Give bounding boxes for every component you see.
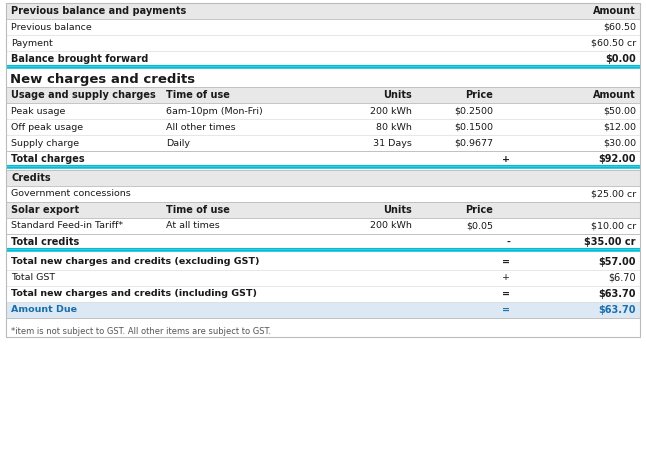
Text: -: - xyxy=(506,237,510,247)
Bar xyxy=(6,286,640,302)
Bar xyxy=(6,170,640,186)
Text: $12.00: $12.00 xyxy=(603,123,636,132)
Bar xyxy=(6,3,640,337)
Text: Balance brought forward: Balance brought forward xyxy=(11,54,149,64)
Text: $0.2500: $0.2500 xyxy=(454,107,493,116)
Text: 31 Days: 31 Days xyxy=(373,139,412,147)
Text: Solar export: Solar export xyxy=(11,205,79,215)
Text: Price: Price xyxy=(465,205,493,215)
Text: Credits: Credits xyxy=(11,173,50,183)
Bar xyxy=(6,151,640,167)
Text: Amount: Amount xyxy=(593,6,636,16)
Text: $57.00: $57.00 xyxy=(598,257,636,267)
Text: $60.50: $60.50 xyxy=(603,22,636,31)
Text: =: = xyxy=(502,290,510,299)
Text: Total new charges and credits (including GST): Total new charges and credits (including… xyxy=(11,290,257,299)
Text: $50.00: $50.00 xyxy=(603,107,636,116)
Text: Amount: Amount xyxy=(593,90,636,100)
Text: =: = xyxy=(502,306,510,314)
Bar xyxy=(6,19,640,35)
Text: 200 kWh: 200 kWh xyxy=(370,107,412,116)
Text: =: = xyxy=(502,257,510,266)
Text: Payment: Payment xyxy=(11,38,53,47)
Text: $25.00 cr: $25.00 cr xyxy=(590,190,636,198)
Text: Time of use: Time of use xyxy=(166,205,230,215)
Text: 80 kWh: 80 kWh xyxy=(376,123,412,132)
Bar xyxy=(6,135,640,151)
Bar xyxy=(6,234,640,250)
Text: Standard Feed-in Tariff*: Standard Feed-in Tariff* xyxy=(11,221,123,231)
Text: $60.50 cr: $60.50 cr xyxy=(590,38,636,47)
Bar xyxy=(6,270,640,286)
Text: Daily: Daily xyxy=(166,139,190,147)
Text: At all times: At all times xyxy=(166,221,220,231)
Text: +: + xyxy=(502,154,510,163)
Text: $0.1500: $0.1500 xyxy=(454,123,493,132)
Text: New charges and credits: New charges and credits xyxy=(10,73,195,86)
Text: Supply charge: Supply charge xyxy=(11,139,79,147)
Text: $0.9677: $0.9677 xyxy=(454,139,493,147)
Bar xyxy=(6,35,640,51)
Text: Total credits: Total credits xyxy=(11,237,79,247)
Text: 6am-10pm (Mon-Fri): 6am-10pm (Mon-Fri) xyxy=(166,107,263,116)
Bar xyxy=(6,51,640,67)
Text: +: + xyxy=(502,273,510,283)
Text: Usage and supply charges: Usage and supply charges xyxy=(11,90,156,100)
Text: Government concessions: Government concessions xyxy=(11,190,130,198)
Bar xyxy=(6,302,640,318)
Text: Total charges: Total charges xyxy=(11,154,85,164)
Text: $30.00: $30.00 xyxy=(603,139,636,147)
Bar xyxy=(6,3,640,19)
Text: Total new charges and credits (excluding GST): Total new charges and credits (excluding… xyxy=(11,257,260,266)
Text: Units: Units xyxy=(383,205,412,215)
Bar xyxy=(6,202,640,218)
Bar xyxy=(6,218,640,234)
Bar xyxy=(6,186,640,202)
Text: $0.00: $0.00 xyxy=(605,54,636,64)
Bar xyxy=(6,87,640,103)
Bar xyxy=(6,119,640,135)
Text: Peak usage: Peak usage xyxy=(11,107,65,116)
Text: Off peak usage: Off peak usage xyxy=(11,123,83,132)
Text: *item is not subject to GST. All other items are subject to GST.: *item is not subject to GST. All other i… xyxy=(11,328,271,336)
Text: $63.70: $63.70 xyxy=(598,289,636,299)
Text: $35.00 cr: $35.00 cr xyxy=(585,237,636,247)
Text: Total GST: Total GST xyxy=(11,273,55,283)
Text: Price: Price xyxy=(465,90,493,100)
Text: $92.00: $92.00 xyxy=(598,154,636,164)
Text: $6.70: $6.70 xyxy=(609,273,636,283)
Bar xyxy=(6,254,640,270)
Text: $63.70: $63.70 xyxy=(598,305,636,315)
Text: Previous balance and payments: Previous balance and payments xyxy=(11,6,186,16)
Text: Units: Units xyxy=(383,90,412,100)
Text: Amount Due: Amount Due xyxy=(11,306,77,314)
Text: Previous balance: Previous balance xyxy=(11,22,92,31)
Text: $10.00 cr: $10.00 cr xyxy=(590,221,636,231)
Text: $0.05: $0.05 xyxy=(466,221,493,231)
Text: All other times: All other times xyxy=(166,123,236,132)
Bar xyxy=(6,103,640,119)
Text: Time of use: Time of use xyxy=(166,90,230,100)
Text: 200 kWh: 200 kWh xyxy=(370,221,412,231)
